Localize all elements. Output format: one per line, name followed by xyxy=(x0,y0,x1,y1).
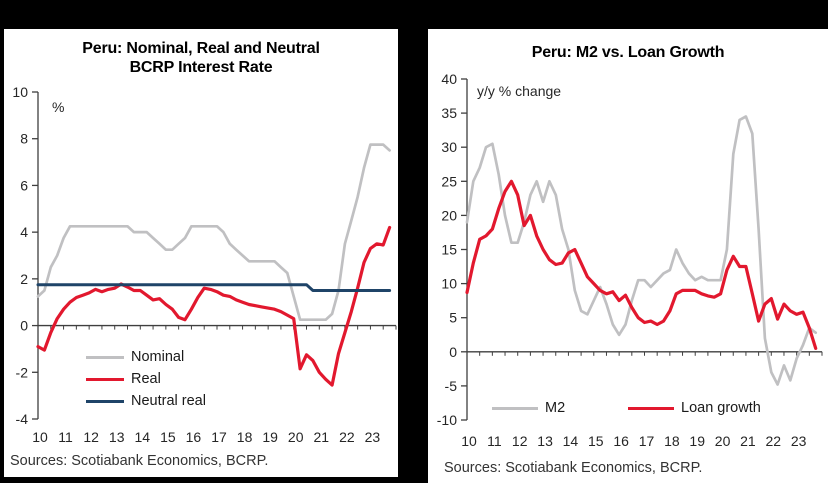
y-tick-label: 20 xyxy=(441,207,457,223)
series-m2-line xyxy=(465,115,818,386)
panel-interest-rate-chart: Peru: Nominal, Real and Neutral BCRP Int… xyxy=(4,29,398,477)
legend-label-nominal: Nominal xyxy=(131,349,185,365)
real-line-swatch xyxy=(86,377,124,381)
x-tick-label: 15 xyxy=(160,429,176,445)
y-tick-label: 10 xyxy=(12,84,28,100)
x-tick-label: 11 xyxy=(58,429,73,445)
panel-m2-loan-chart: Peru: M2 vs. Loan Growth -10 -5 0 5 10 15 20 25… xyxy=(428,29,828,483)
legend-item-neutral-real: Neutral real xyxy=(86,390,206,412)
y-tick-label: 25 xyxy=(441,173,457,189)
y-tick-label: 6 xyxy=(20,177,28,193)
y-tick-label: 4 xyxy=(20,224,28,240)
y-tick-label: 40 xyxy=(441,71,457,87)
series-loan-growth-line xyxy=(465,179,818,350)
source-note-right: Sources: Scotiabank Economics, BCRP. xyxy=(444,460,703,476)
x-tick-label: 19 xyxy=(689,433,705,449)
x-tick-label: 11 xyxy=(487,433,502,449)
x-tick-label: 15 xyxy=(588,433,604,449)
series-real-line xyxy=(36,225,392,387)
y-tick-label: -5 xyxy=(445,378,458,394)
chart-title-rates: Peru: Nominal, Real and Neutral BCRP Int… xyxy=(4,39,398,77)
x-tick-label: 12 xyxy=(83,429,99,445)
y-tick-label: 35 xyxy=(441,105,457,121)
y-tick-label: 8 xyxy=(20,131,28,147)
m2-loan-chart-plot: -10 -5 0 5 10 15 20 25 30 35 40 10 11 12 13 14 15 16 17 18 1… xyxy=(437,71,823,449)
x-tick-label: 22 xyxy=(765,433,781,449)
x-tick-label: 12 xyxy=(512,433,528,449)
interest-rate-chart-plot: -4 -2 0 2 4 6 8 10 10 11 12 13 14 15 16 17 18 19 20 21 22 23% xyxy=(12,84,397,445)
legend-label-real: Real xyxy=(131,371,161,387)
legend-item-loan-growth: Loan growth xyxy=(628,400,761,416)
x-tick-label: 21 xyxy=(740,433,756,449)
unit-label: y/y % change xyxy=(477,83,561,99)
x-tick-label: 18 xyxy=(664,433,680,449)
x-tick-label: 17 xyxy=(639,433,655,449)
y-tick-label: 2 xyxy=(20,271,28,287)
m2-line-swatch xyxy=(492,406,538,410)
x-tick-label: 10 xyxy=(461,433,477,449)
chart-title-rates-line1: Peru: Nominal, Real and Neutral xyxy=(82,40,320,57)
x-tick-label: 19 xyxy=(262,429,278,445)
legend-item-m2: M2 xyxy=(492,400,565,416)
nominal-line-swatch xyxy=(86,355,124,359)
x-tick-label: 17 xyxy=(211,429,227,445)
x-tick-label: 18 xyxy=(237,429,253,445)
series-neutral-real-line xyxy=(36,283,392,292)
x-tick-label: 13 xyxy=(537,433,553,449)
neutral-real-line-swatch xyxy=(86,399,124,403)
legend-m2-loan: M2 Loan growth xyxy=(428,400,828,416)
y-tick-label: 0 xyxy=(20,318,28,334)
series-nominal-line xyxy=(36,143,391,322)
x-tick-label: 13 xyxy=(109,429,125,445)
chart-title-rates-line2: BCRP Interest Rate xyxy=(129,59,273,76)
x-tick-label: 14 xyxy=(134,429,150,445)
legend-label-neutral-real: Neutral real xyxy=(131,393,206,409)
legend-item-nominal: Nominal xyxy=(86,346,206,368)
x-tick-label: 23 xyxy=(791,433,807,449)
y-tick-label: -10 xyxy=(437,412,457,428)
x-tick-label: 21 xyxy=(313,429,329,445)
legend-label-m2: M2 xyxy=(545,400,566,416)
y-tick-label: -2 xyxy=(16,364,29,380)
source-note-left: Sources: Scotiabank Economics, BCRP. xyxy=(10,453,269,469)
x-tick-label: 20 xyxy=(288,429,304,445)
chart-title-m2: Peru: M2 vs. Loan Growth xyxy=(428,43,828,62)
y-tick-label: -4 xyxy=(16,411,29,427)
x-tick-label: 16 xyxy=(186,429,202,445)
loan-growth-line-swatch xyxy=(628,406,674,410)
y-tick-label: 10 xyxy=(441,276,457,292)
x-tick-label: 16 xyxy=(613,433,629,449)
x-tick-label: 23 xyxy=(365,429,381,445)
x-tick-label: 14 xyxy=(563,433,579,449)
legend-rates: Nominal Real Neutral real xyxy=(86,346,206,412)
y-tick-label: 30 xyxy=(441,139,457,155)
x-tick-label: 10 xyxy=(32,429,48,445)
x-tick-label: 22 xyxy=(339,429,355,445)
legend-label-loan-growth: Loan growth xyxy=(681,400,761,416)
chart-title-m2-line1: Peru: M2 vs. Loan Growth xyxy=(531,44,725,61)
y-tick-label: 5 xyxy=(449,310,457,326)
unit-label: % xyxy=(52,99,64,115)
y-tick-label: 15 xyxy=(441,242,457,258)
x-tick-label: 20 xyxy=(715,433,731,449)
y-tick-label: 0 xyxy=(449,344,457,360)
legend-item-real: Real xyxy=(86,368,206,390)
